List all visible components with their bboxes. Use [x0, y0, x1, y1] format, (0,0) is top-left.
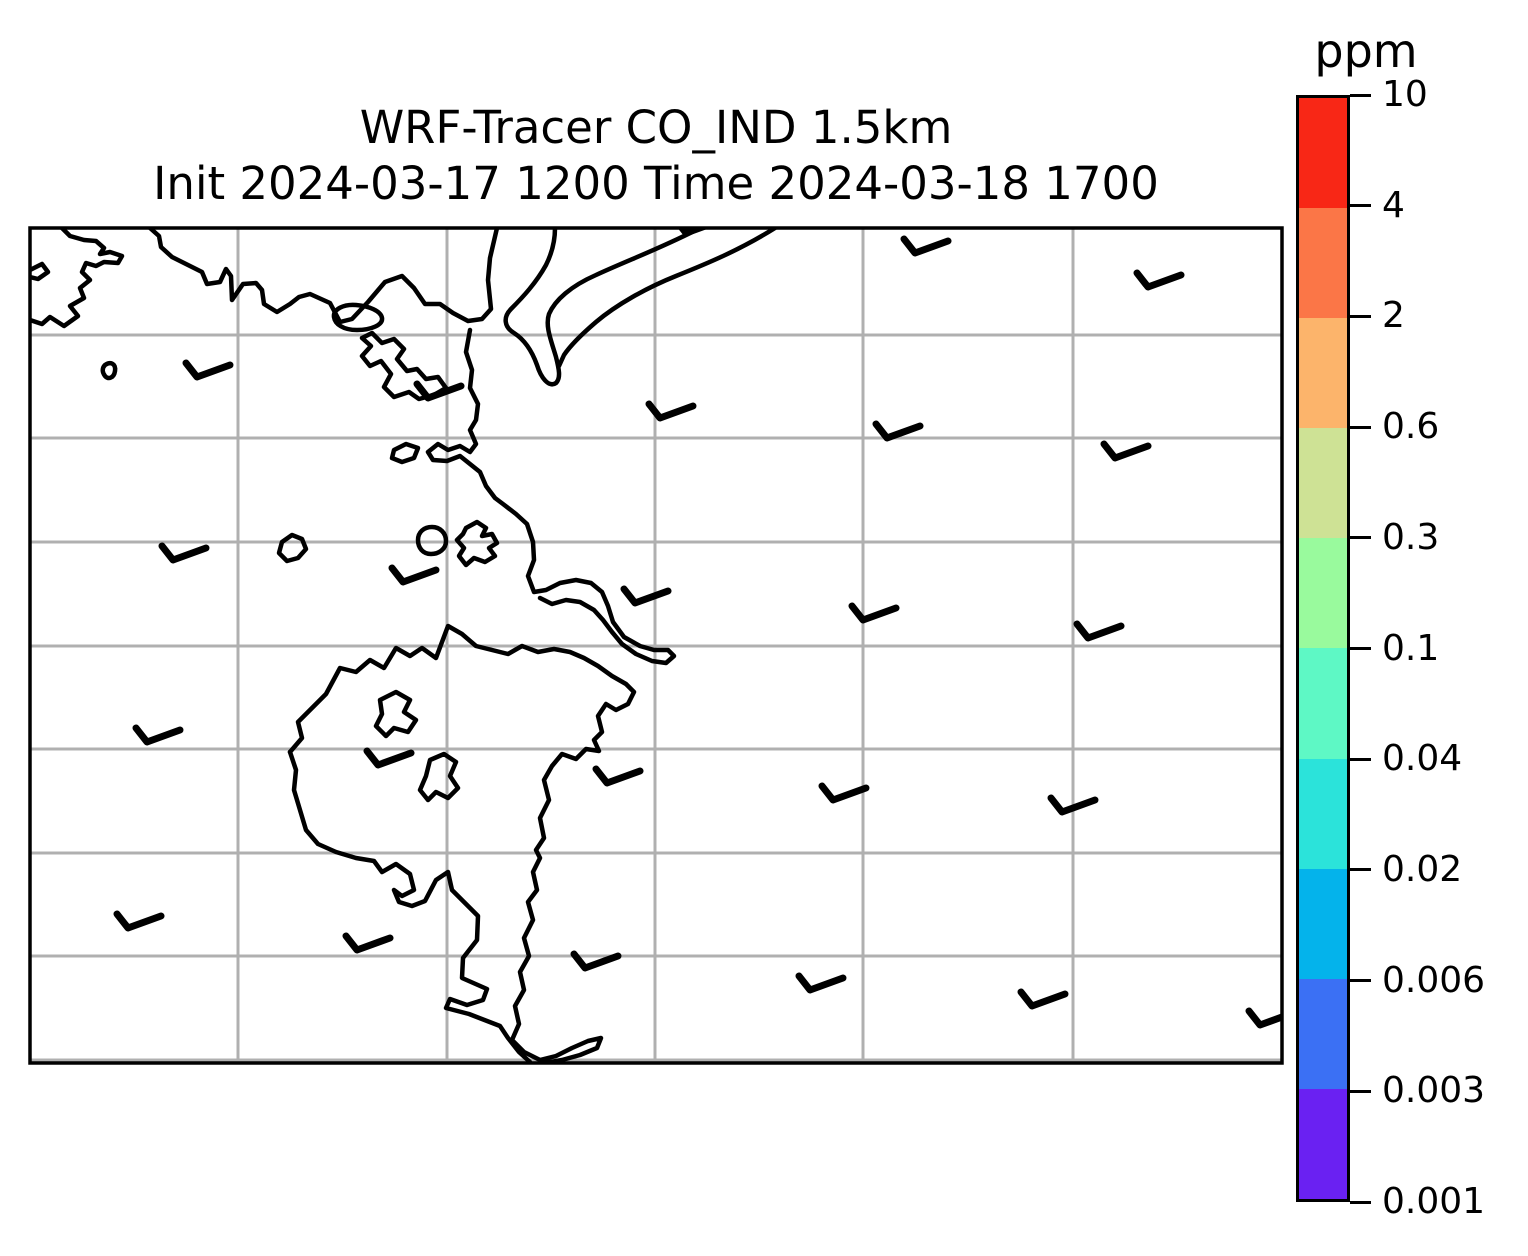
colorbar-tick-label: 0.6 — [1382, 406, 1440, 448]
colorbar-segment — [1299, 428, 1347, 539]
wind-barb-icon — [1100, 440, 1152, 462]
colorbar-tick-mark — [1350, 314, 1371, 318]
colorbar-tick-label: 0.02 — [1382, 848, 1463, 890]
coastline-path — [556, 228, 778, 369]
coastline-path — [30, 228, 125, 329]
wind-barbs — [113, 228, 1282, 1029]
colorbar-tick-label: 2 — [1382, 295, 1405, 337]
colorbar-tick-mark — [1350, 757, 1371, 761]
wind-barb-icon — [645, 400, 697, 422]
coastline-path — [287, 623, 637, 1063]
colorbar-segment — [1299, 318, 1347, 429]
colorbar-segment — [1299, 1088, 1347, 1199]
plot-title-line1: WRF-Tracer CO_IND 1.5km — [359, 101, 953, 154]
colorbar-segment — [1299, 538, 1347, 649]
coastline-path — [147, 228, 500, 325]
colorbar-segment — [1299, 98, 1347, 209]
colorbar-tick-label: 10 — [1382, 74, 1428, 115]
wind-barb-icon — [620, 585, 672, 607]
colorbar-tick-mark — [1350, 93, 1371, 97]
colorbar-tick-label: 0.001 — [1382, 1181, 1486, 1222]
colorbar-tick-mark — [1350, 647, 1371, 650]
lat-lon-gridlines — [30, 228, 1282, 1063]
colorbar-segment — [1299, 208, 1347, 319]
wind-barb-icon — [342, 932, 394, 954]
wind-barb-icon — [363, 747, 415, 769]
colorbar-segment — [1299, 648, 1347, 759]
wind-barb-icon — [132, 724, 184, 746]
wind-barb-icon — [158, 542, 210, 564]
coastlines — [30, 228, 778, 1063]
coastline-path — [30, 261, 51, 282]
coastline-path — [417, 751, 461, 803]
colorbar-tick-mark — [1350, 536, 1371, 540]
colorbar-segment — [1299, 758, 1347, 869]
colorbar-tick-mark — [1350, 868, 1371, 872]
colorbar-tick-label: 4 — [1382, 184, 1405, 226]
coastline-path — [425, 327, 677, 666]
map-border — [28, 226, 1284, 1065]
wind-barb-icon — [388, 564, 440, 586]
coastline-path — [373, 689, 419, 739]
coastline-path — [359, 330, 449, 402]
colorbar-unit-label: ppm — [1314, 24, 1418, 78]
wind-barb-icon — [677, 228, 710, 237]
colorbar-tick-mark — [1350, 204, 1371, 208]
coastline-path — [287, 749, 533, 1063]
coastline-path — [331, 302, 385, 333]
wind-barb-icon — [872, 420, 924, 442]
coastline-path — [100, 361, 118, 381]
colorbar-tick-mark — [1350, 425, 1371, 429]
wind-barb-icon — [1017, 988, 1069, 1010]
colorbar-segment — [1299, 868, 1347, 979]
wind-barb-icon — [900, 235, 952, 257]
colorbar-tick-label: 0.04 — [1382, 738, 1463, 780]
wind-barb-icon — [1133, 269, 1185, 291]
wind-barb-icon — [182, 359, 234, 381]
colorbar-tick-label: 0.1 — [1382, 627, 1440, 669]
plot-title: WRF-Tracer CO_IND 1.5km Init 2024-03-17 … — [30, 100, 1282, 212]
colorbar-tick-mark — [1350, 1089, 1371, 1093]
wind-barb-icon — [592, 765, 644, 787]
wind-barb-icon — [818, 782, 870, 804]
colorbar-tick-mark — [1350, 979, 1371, 983]
wind-barb-icon — [1073, 620, 1125, 642]
wind-barb-icon — [570, 950, 622, 972]
wind-barb-icon — [1047, 794, 1099, 816]
colorbar-segment — [1299, 978, 1347, 1089]
coastline-path — [389, 441, 421, 465]
wind-barb-icon — [413, 380, 465, 402]
wind-barb-icon — [848, 602, 900, 624]
colorbar-tick-label: 0.3 — [1382, 516, 1440, 558]
colorbar — [1296, 95, 1350, 1202]
wind-barb-icon — [1245, 1007, 1282, 1029]
coastline-path — [276, 532, 309, 564]
colorbar-tick-label: 0.003 — [1382, 1070, 1486, 1112]
coastline-path — [415, 524, 449, 557]
wind-barb-icon — [795, 972, 847, 994]
plot-title-line2: Init 2024-03-17 1200 Time 2024-03-18 170… — [153, 157, 1159, 210]
coastline-path — [454, 519, 500, 568]
coastline-path — [503, 228, 703, 387]
colorbar-tick-mark — [1350, 1200, 1371, 1204]
colorbar-tick-label: 0.006 — [1382, 959, 1486, 1001]
wind-barb-icon — [113, 910, 165, 932]
